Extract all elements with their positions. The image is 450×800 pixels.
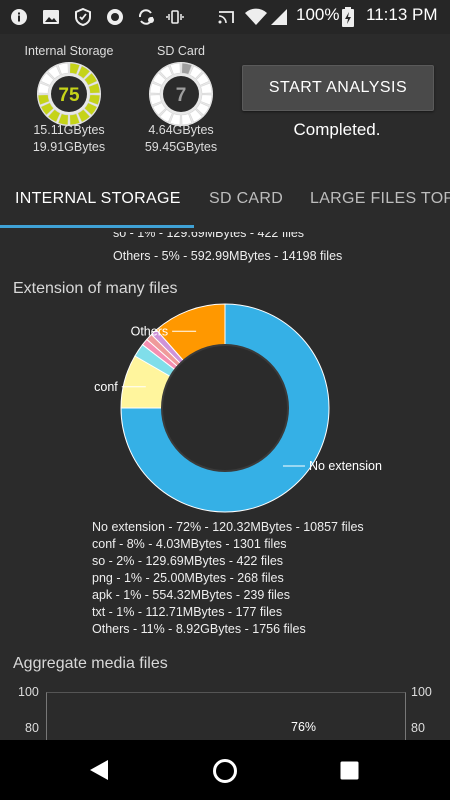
cast-icon (217, 8, 235, 26)
donut-hole (161, 344, 289, 472)
analysis-status: Completed. (293, 120, 381, 139)
gauge-segment (169, 62, 181, 75)
shield-icon (74, 7, 92, 27)
gauge-segment (37, 94, 50, 106)
tab-internal-storage[interactable]: INTERNAL STORAGE (15, 190, 181, 207)
gauge-segment (181, 62, 193, 75)
aggregate-plot-area (46, 692, 406, 740)
gauge-segment (149, 94, 162, 106)
gauge-segment (181, 113, 193, 126)
gauge-segment (149, 82, 162, 94)
vibrate-icon (166, 8, 184, 26)
extension-chart-title: Extension of many files (13, 280, 178, 297)
internal-storage-gauge: 75 (37, 62, 101, 126)
gauge-segment (40, 72, 55, 86)
app-circle-icon (106, 8, 124, 26)
image-icon (42, 8, 60, 26)
aggregate-axis-right-bottom: 80 (411, 721, 425, 735)
aggregate-axis-left-bottom: 80 (25, 721, 39, 735)
gauge-value-text: 75 (58, 85, 80, 106)
wifi-icon (244, 8, 268, 26)
extension-list-item: Others - 11% - 8.92GBytes - 1756 files (92, 622, 306, 636)
aggregate-value-label: 76% (291, 720, 317, 734)
gauge-segment (200, 82, 213, 94)
gauge-segment (57, 113, 69, 126)
storage-summary: Internal Storage 75 15.11GBytes 19.91GBy… (0, 34, 450, 170)
tab-bar: INTERNAL STORAGE SD CARD LARGE FILES TOP (0, 172, 450, 228)
gauge-segment (88, 82, 101, 94)
sync-icon (137, 8, 155, 26)
back-icon[interactable] (88, 758, 110, 787)
gauge-segment (195, 102, 210, 116)
info-icon (10, 8, 28, 26)
gauge-segment (77, 108, 91, 123)
gauge-segment (159, 108, 173, 123)
donut-label: conf (94, 380, 118, 394)
home-icon[interactable] (212, 758, 238, 789)
gauge-segment (195, 72, 210, 86)
gauge-segment (69, 113, 81, 126)
navigation-bar (0, 740, 450, 800)
signal-icon (270, 8, 288, 26)
sd-total: 59.45GBytes (144, 140, 218, 154)
battery-charging-icon (341, 7, 355, 27)
gauge-segment (200, 94, 213, 106)
gauge-segment (69, 62, 81, 75)
gauge-label-internal: Internal Storage (24, 44, 114, 58)
gauge-segment (57, 62, 69, 75)
previous-list-partial: so - 1% - 129.69MBytes - 422 files (113, 232, 305, 240)
gauge-segment (47, 65, 61, 80)
gauge-center (163, 76, 199, 112)
gauge-segment (37, 82, 50, 94)
gauge-segment (47, 108, 61, 123)
battery-percent: 100% (296, 5, 340, 24)
start-analysis-button[interactable]: START ANALYSIS (242, 65, 434, 111)
extension-donut-chart: conf Others No extension (94, 303, 382, 513)
gauge-label-sd: SD Card (157, 44, 205, 58)
aggregate-axis-left-top: 100 (18, 685, 39, 699)
gauge-center (51, 76, 87, 112)
tab-sd-card[interactable]: SD CARD (209, 190, 284, 207)
aggregate-axis-right-top: 100 (411, 685, 432, 699)
scroll-content[interactable]: so - 1% - 129.69MBytes - 422 files Other… (0, 228, 450, 740)
gauge-segment (83, 72, 98, 86)
aggregate-chart: 100 80 100 80 76% (0, 678, 450, 740)
extension-list-item: png - 1% - 25.00MBytes - 268 files (92, 571, 284, 585)
gauge-segment (189, 108, 203, 123)
internal-used: 15.11GBytes (33, 123, 105, 137)
internal-total: 19.91GBytes (32, 140, 106, 154)
gauge-segment (152, 102, 167, 116)
active-tab-indicator (0, 225, 194, 228)
extension-list-item: conf - 8% - 4.03MBytes - 1301 files (92, 537, 287, 551)
extension-list-item: No extension - 72% - 120.32MBytes - 1085… (92, 520, 364, 534)
recents-icon[interactable] (340, 761, 359, 785)
donut-label: Others (131, 324, 169, 338)
sd-used: 4.64GBytes (148, 123, 214, 137)
aggregate-chart-title: Aggregate media files (13, 655, 168, 672)
gauge-segment (40, 102, 55, 116)
gauge-segment (189, 65, 203, 80)
extension-list-item: so - 2% - 129.69MBytes - 422 files (92, 554, 284, 568)
gauge-segment (159, 65, 173, 80)
extension-list-item: txt - 1% - 112.71MBytes - 177 files (92, 605, 283, 619)
sd-card-gauge: 7 (149, 62, 213, 126)
gauge-segment (83, 102, 98, 116)
extension-list-item: apk - 1% - 554.32MBytes - 239 files (92, 588, 291, 602)
status-bar: 100% 11:13 PM (0, 0, 450, 34)
gauge-value-text: 7 (176, 85, 187, 106)
gauge-segment (152, 72, 167, 86)
gauge-segment (169, 113, 181, 126)
donut-label: No extension (309, 459, 382, 473)
gauge-segment (88, 94, 101, 106)
clock: 11:13 PM (366, 5, 438, 24)
tab-large-files-top[interactable]: LARGE FILES TOP (310, 190, 450, 207)
gauge-segment (77, 65, 91, 80)
previous-list-others: Others - 5% - 592.99MBytes - 14198 files (113, 249, 343, 263)
